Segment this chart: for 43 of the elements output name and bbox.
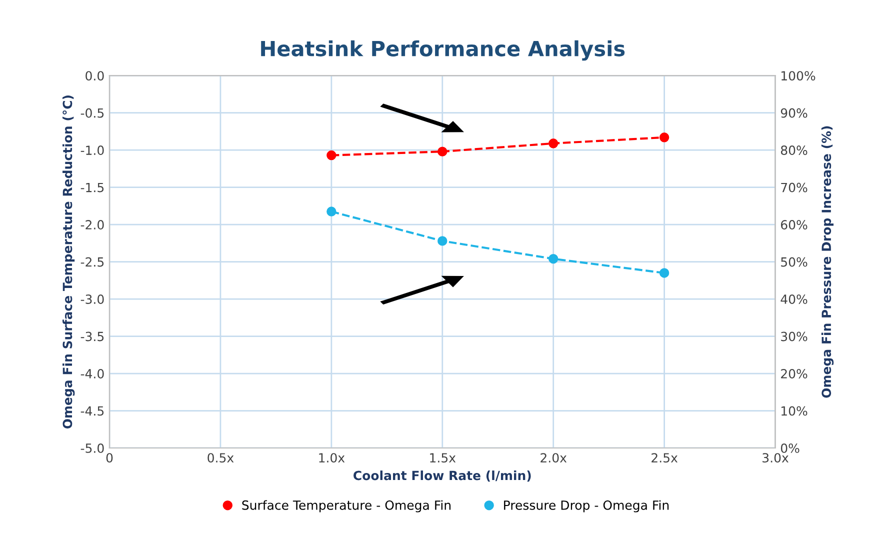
y-tick-label: -1.5 [80,182,104,192]
chart-title: Heatsink Performance Analysis [261,40,625,61]
x-tick-label: 0.5x [208,453,234,463]
x-tick-label: 1.0x [319,453,345,463]
y-tick-label: -2.5 [80,257,104,267]
y-tick-label: 0.0 [86,71,104,81]
point [326,206,336,216]
y2-tick-label: 80% [780,146,808,156]
x-tick-label: 1.5x [430,453,456,463]
x-axis-title: Coolant Flow Rate (l/min) [354,470,531,482]
x-tick-label: 2.0x [540,453,567,463]
y2-tick-label: 50% [781,257,808,267]
point [326,150,336,160]
y2-tick-label: 60% [780,220,808,230]
y2-tick-label: 100% [781,71,816,81]
y-axis-title: Omega Fin Surface Temperature Reduction (°C) [62,96,75,429]
y-tick-label: -5.0 [80,443,104,453]
y-tick-label: -4.0 [80,368,104,378]
point [548,254,558,264]
x-tick-label: 2.5x [652,453,678,463]
y-tick-label: -1.0 [80,146,104,156]
y-tick-label: -0.5 [80,108,104,118]
y-tick-label: -2.0 [80,220,104,230]
point [548,138,558,148]
x-tick-label: 3.0x [762,453,788,463]
y-tick-label: -3.0 [80,294,104,304]
y2-tick-label: 20% [781,368,808,378]
y2-tick-label: 70% [781,182,808,192]
y2-tick-label: 90% [780,108,808,118]
y2-tick-label: 0% [780,443,800,453]
legend-label: Surface Temperature - Omega Fin [242,500,451,512]
x-tick-label: 0 [106,453,113,463]
y2-tick-label: 30% [781,332,808,342]
legend-label: Pressure Drop - Omega Fin [504,500,669,512]
y-tick-label: -3.5 [80,332,104,342]
y2-tick-label: 10% [781,406,808,416]
point [438,236,448,246]
y-tick-label: -4.5 [80,406,104,416]
point [659,132,670,142]
y2-tick-label: 40% [780,294,808,304]
y2-axis-title: Omega Fin Pressure Drop Increase (%) [821,126,834,398]
point [659,268,670,278]
point [438,146,448,156]
